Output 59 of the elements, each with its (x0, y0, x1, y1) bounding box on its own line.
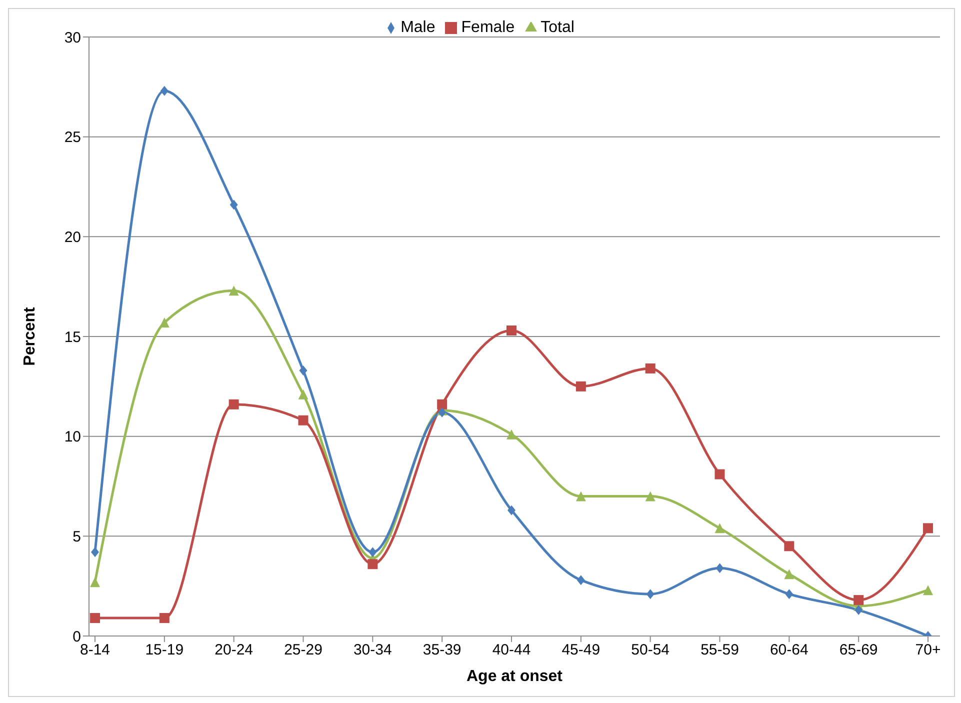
point (576, 381, 586, 392)
x-tick-label: 55-59 (700, 642, 739, 659)
x-tick-label: 30-34 (353, 642, 392, 659)
point (714, 523, 725, 534)
legend-label: Female (461, 19, 515, 36)
y-tick-label: 5 (72, 528, 81, 546)
x-tick-label: 70+ (915, 642, 941, 659)
y-axis-title: Percent (22, 306, 39, 366)
x-tick-label: 50-54 (631, 642, 670, 659)
y-tick-label: 0 (72, 628, 81, 646)
y-tick-label: 10 (64, 428, 81, 446)
y-tick-label: 30 (64, 29, 81, 46)
x-tick-label: 45-49 (562, 642, 600, 659)
point (716, 563, 724, 574)
point (159, 318, 170, 328)
point (854, 605, 863, 616)
point (923, 523, 933, 534)
point (298, 389, 308, 400)
point (854, 595, 864, 606)
point (506, 429, 516, 440)
y-tick-label: 20 (64, 228, 81, 246)
point (228, 399, 239, 410)
x-tick-label: 15-19 (145, 642, 184, 659)
x-tick-label: 8-14 (80, 642, 110, 659)
point (368, 547, 377, 558)
x-tick-label: 35-39 (422, 642, 462, 659)
x-tick-label: 60-64 (770, 642, 808, 659)
point (228, 286, 239, 296)
point (784, 541, 794, 552)
point (506, 326, 516, 336)
x-axis-title: Age at onset (466, 668, 564, 685)
point (160, 86, 168, 96)
point (298, 415, 308, 426)
point (785, 589, 794, 600)
point (784, 569, 794, 580)
legend-label: Total (540, 19, 574, 36)
point (159, 613, 170, 624)
point (923, 585, 933, 596)
point (368, 559, 378, 570)
point (90, 577, 100, 588)
point (230, 200, 238, 210)
point (645, 363, 656, 374)
point (645, 491, 656, 502)
x-tick-label: 65-69 (839, 642, 878, 659)
point (646, 589, 654, 600)
point (90, 613, 100, 624)
y-tick-label: 25 (64, 129, 81, 146)
x-tick-label: 25-29 (284, 642, 322, 659)
point (508, 505, 516, 516)
legend-label: Male (400, 19, 436, 36)
point (576, 491, 586, 502)
point (576, 575, 585, 586)
point (91, 547, 99, 558)
point (437, 399, 448, 410)
y-tick-label: 15 (64, 328, 81, 346)
x-tick-label: 20-24 (214, 642, 254, 659)
point (714, 469, 725, 480)
x-tick-label: 40-44 (492, 642, 531, 659)
point (299, 365, 308, 376)
